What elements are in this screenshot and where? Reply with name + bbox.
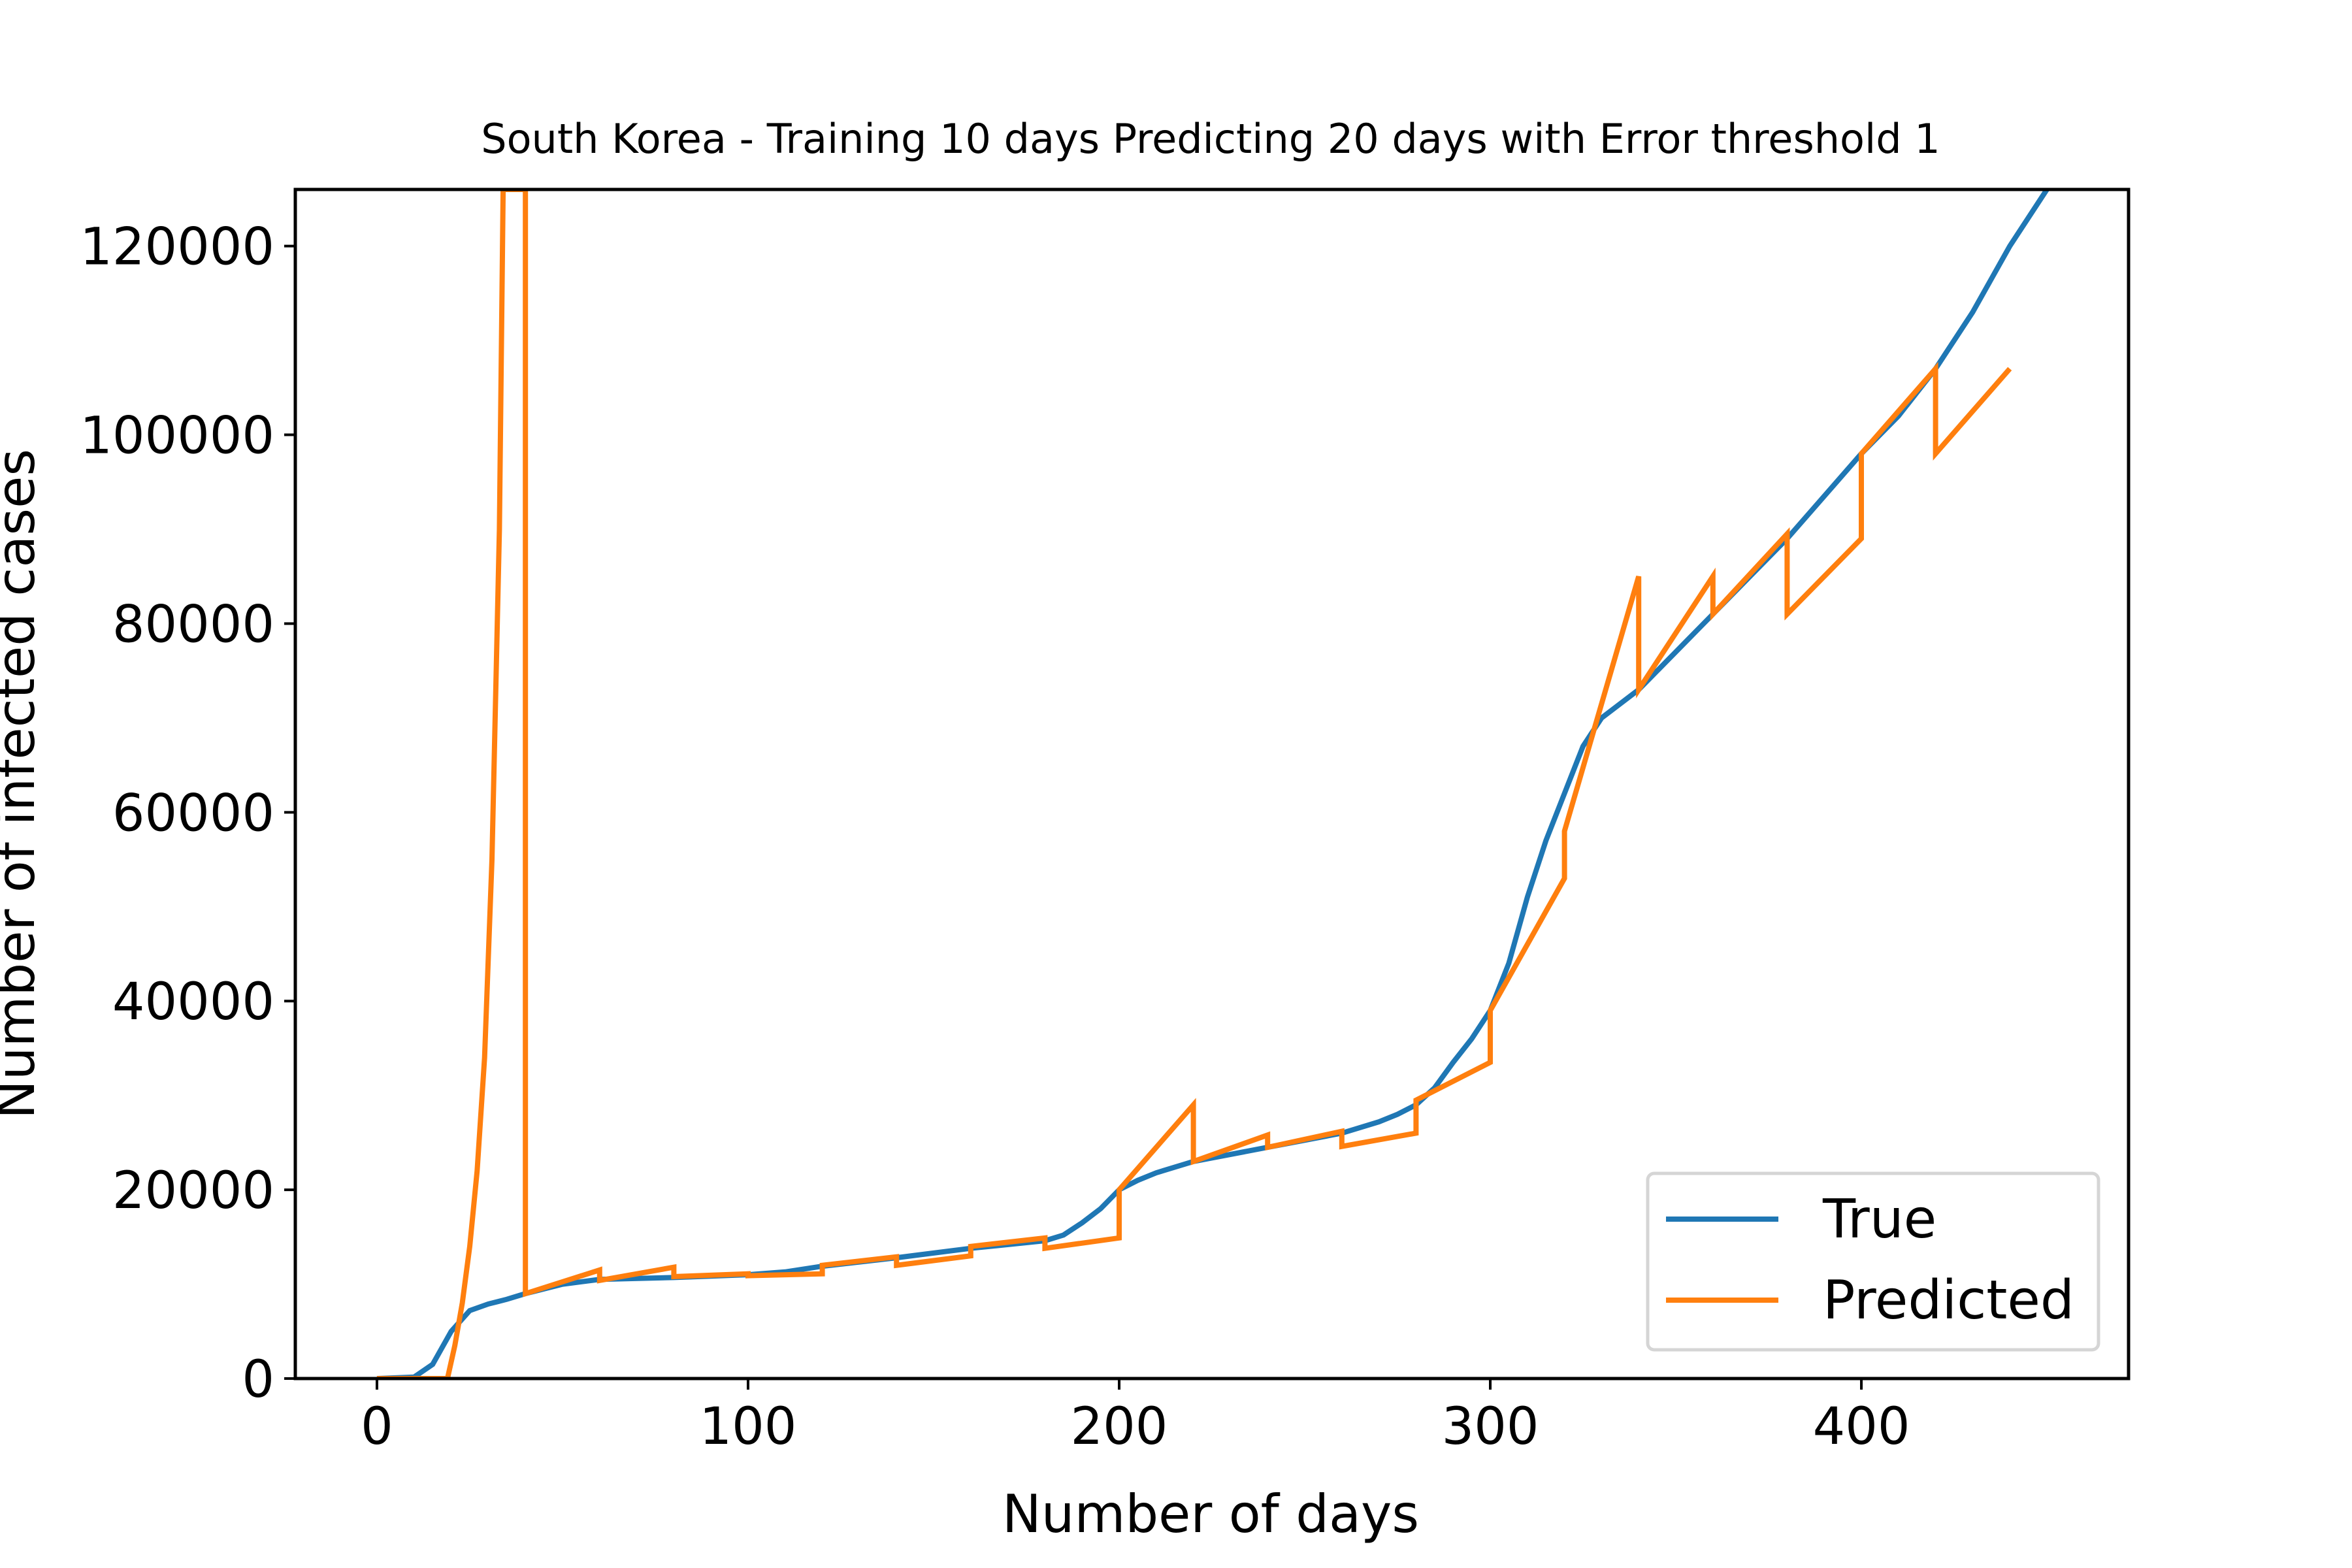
y-axis-label: Number of infected cases bbox=[0, 449, 46, 1119]
series-layer bbox=[376, 189, 2050, 1379]
plot-frame bbox=[293, 188, 2131, 1380]
x-tick-label: 300 bbox=[1442, 1397, 1539, 1456]
y-axis-ticks: 0 20000 40000 60000 80000 100000 120000 bbox=[80, 218, 295, 1409]
x-axis-label: Number of days bbox=[1002, 1484, 1419, 1544]
legend-label-true: True bbox=[1822, 1188, 1936, 1250]
y-tick-label: 40000 bbox=[112, 973, 274, 1032]
y-tick-label: 0 bbox=[242, 1350, 274, 1409]
y-tick-label: 60000 bbox=[112, 784, 274, 843]
x-axis-ticks: 0 100 200 300 400 bbox=[361, 1379, 1910, 1456]
legend-label-predicted: Predicted bbox=[1823, 1269, 2074, 1331]
x-tick-label: 100 bbox=[700, 1397, 797, 1456]
y-tick-label: 80000 bbox=[112, 595, 274, 654]
chart-title: South Korea - Training 10 days Predictin… bbox=[481, 115, 1940, 163]
y-tick-label: 120000 bbox=[80, 218, 274, 277]
series-line-predicted bbox=[377, 189, 2012, 1379]
legend: True Predicted bbox=[1646, 1171, 2100, 1352]
x-tick-label: 400 bbox=[1813, 1397, 1910, 1456]
x-tick-label: 200 bbox=[1071, 1397, 1168, 1456]
x-tick-label: 0 bbox=[361, 1397, 393, 1456]
y-tick-label: 20000 bbox=[112, 1162, 274, 1220]
y-tick-label: 100000 bbox=[80, 407, 274, 466]
